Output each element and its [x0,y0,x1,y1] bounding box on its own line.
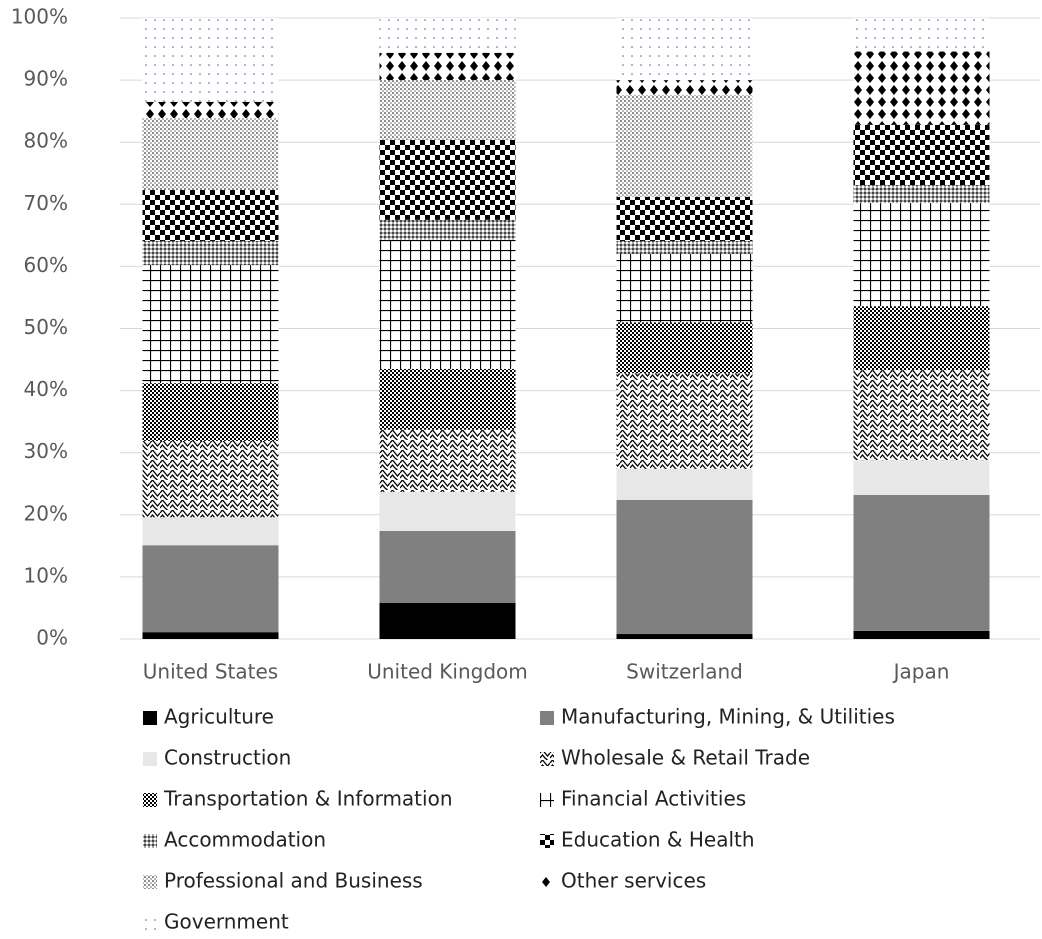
legend-swatch [540,752,554,766]
bar-segment [142,545,279,633]
legend-label: Manufacturing, Mining, & Utilities [561,705,895,729]
y-tick-label: 80% [24,129,68,153]
legend-label: Wholesale & Retail Trade [561,746,810,770]
bar-segment [616,253,753,323]
legend-label: Accommodation [164,828,326,852]
bar-segment [379,530,516,603]
legend-swatch [143,711,157,725]
bar-segment [853,203,990,307]
bar-segment [616,18,753,81]
bar-segment [616,499,753,635]
bar-segment [379,239,516,369]
x-tick-label: United Kingdom [367,660,528,684]
bar-segment [853,494,990,631]
y-tick-label: 40% [24,377,68,401]
bar-segment [616,634,753,639]
bar-segment [616,468,753,500]
y-tick-label: 70% [24,191,68,215]
y-tick-label: 50% [24,315,68,339]
bar-segment [379,429,516,492]
bar-segment [142,517,279,546]
bar-segment [853,630,990,639]
bar-segment [853,51,990,125]
legend-swatch [143,916,157,930]
legend-label: Other services [561,869,706,893]
bar-segment [616,80,753,96]
bar-segment [379,139,516,220]
y-tick-label: 10% [24,563,68,587]
y-tick-label: 100% [11,5,68,29]
x-tick-label: Switzerland [626,660,743,684]
legend-swatch [540,875,554,889]
bar-segment [616,373,753,469]
x-tick-label: United States [143,660,278,684]
bar-segment [853,124,990,186]
bar-segment [379,52,516,81]
bar-segment [142,440,279,518]
legend-swatch [143,834,157,848]
bar-segment [142,383,279,441]
bar-segment [142,240,279,266]
legend-label: Education & Health [561,828,755,852]
bar-segment [142,632,279,639]
bar-segment [616,240,753,254]
x-tick-label: Japan [892,660,950,684]
y-tick-label: 20% [24,501,68,525]
bar-segment [379,219,516,240]
y-tick-label: 60% [24,253,68,277]
legend-swatch [540,834,554,848]
legend-swatch [540,793,554,807]
bar-segment [853,306,990,371]
legend-label: Financial Activities [561,787,746,811]
bar-segment [379,18,516,53]
bar-segment [853,370,990,461]
legend-label: Government [164,910,289,934]
legend-swatch [143,875,157,889]
legend-swatch [143,793,157,807]
bar-segment [142,117,279,191]
y-tick-label: 30% [24,439,68,463]
bar-segment [616,95,753,197]
bar-segment [379,368,516,430]
bar-segment [853,185,990,204]
legend-swatch [540,711,554,725]
y-tick-label: 90% [24,67,68,91]
bar-segment [616,196,753,241]
legend-label: Transportation & Information [163,787,453,811]
legend-label: Agriculture [164,705,274,729]
legend-swatch [143,752,157,766]
bar-segment [142,101,279,118]
bar-segment [616,322,753,374]
bar-segment [142,190,279,241]
bar-segment [379,602,516,639]
legend-label: Construction [164,746,291,770]
bar-segment [853,460,990,495]
bar-segment [142,18,279,102]
bar-segment [142,265,279,384]
legend-label: Professional and Business [164,869,423,893]
bar-segment [379,491,516,531]
bar-segment [853,18,990,52]
y-tick-label: 0% [36,626,68,650]
bar-segment [379,80,516,140]
